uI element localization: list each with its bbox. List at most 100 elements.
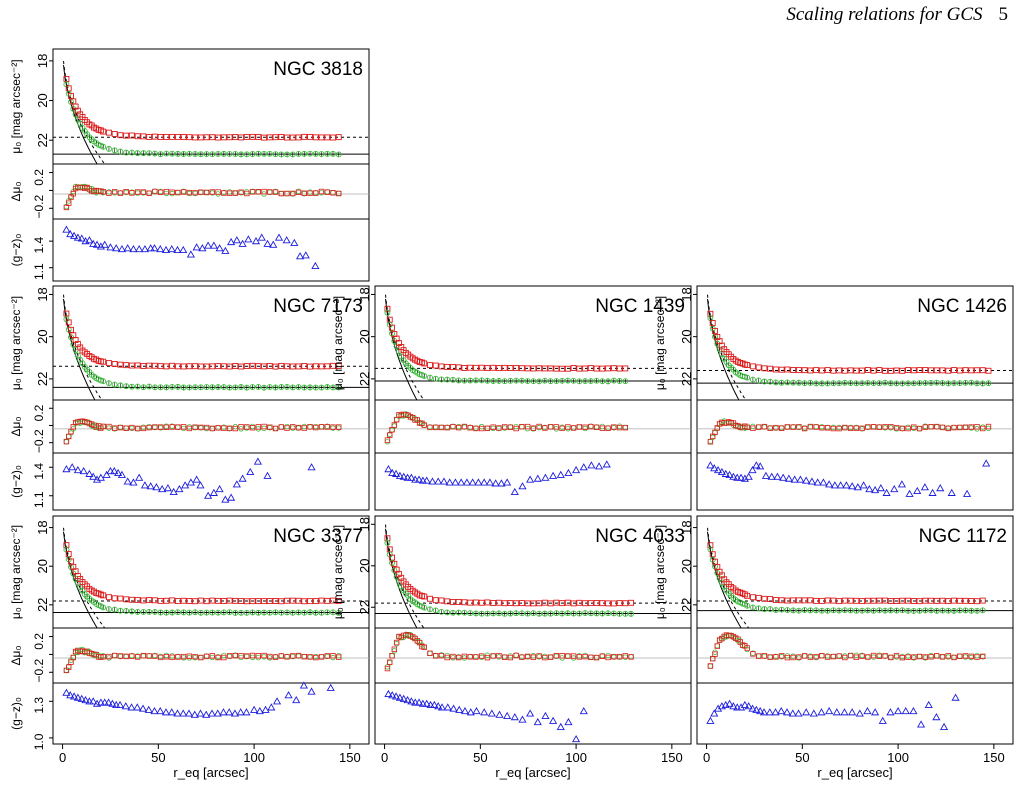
green-data-point <box>882 379 889 386</box>
x-axis-label: r_eq [arcsec] <box>495 765 570 780</box>
dmu-green-point <box>588 654 594 660</box>
green-data-point <box>836 380 843 387</box>
gz-data-point <box>282 236 291 244</box>
green-data-point <box>163 609 170 616</box>
red-data-point <box>427 595 433 602</box>
dmu-red-point <box>801 425 808 432</box>
dmu-red-point <box>767 654 773 660</box>
gz-data-point <box>66 229 75 238</box>
green-data-point <box>962 607 969 614</box>
gz-data-point <box>725 699 734 707</box>
gz-data-point <box>890 484 899 493</box>
green-data-point <box>163 384 170 391</box>
dmu-red-point <box>899 425 906 432</box>
red-data-point <box>893 598 900 604</box>
dmu-red-point <box>490 424 496 430</box>
red-data-point <box>709 320 716 326</box>
green-data-point <box>882 607 889 614</box>
dmu-panel-frame <box>374 627 692 684</box>
dmu-red-point <box>865 654 871 660</box>
dmu-red-point <box>536 653 542 659</box>
green-data-point <box>472 377 479 384</box>
green-data-point <box>570 610 577 617</box>
green-data-point <box>490 610 497 617</box>
red-data-point <box>330 597 336 604</box>
red-data-point <box>933 597 940 604</box>
dmu-red-point <box>467 425 473 431</box>
dmu-red-point <box>215 654 221 661</box>
dmu-red-point <box>888 654 894 661</box>
dmu-green-point <box>249 654 256 660</box>
gz-data-point <box>92 475 102 483</box>
red-data-point <box>784 597 791 604</box>
dmu-red-point <box>221 425 227 431</box>
green-data-point <box>876 607 883 614</box>
red-data-point <box>169 597 176 604</box>
green-data-point <box>847 380 854 386</box>
red-data-point <box>192 363 199 370</box>
red-data-point <box>790 366 797 373</box>
red-data-point <box>813 597 820 604</box>
dmu-red-point <box>330 190 336 196</box>
red-data-point <box>312 363 319 370</box>
dmu-red-point <box>129 653 135 659</box>
green-data-point <box>295 609 302 616</box>
red-data-point <box>301 363 308 370</box>
dmu-red-point <box>313 190 319 196</box>
gz-data-point <box>848 482 857 490</box>
dmu-red-point <box>744 645 750 651</box>
dmu-red-point <box>186 653 193 659</box>
green-data-point <box>501 378 508 385</box>
dmu-red-point <box>438 653 445 659</box>
green-data-point <box>330 150 336 157</box>
dmu-ytick-label: 0.2 <box>32 404 46 421</box>
gz-data-point <box>767 472 776 480</box>
red-data-point <box>330 362 336 369</box>
red-data-point <box>249 598 256 605</box>
dmu-red-point <box>307 190 313 196</box>
dmu-red-point <box>882 424 888 430</box>
gz-data-point <box>225 708 234 716</box>
dmu-red-point <box>836 653 842 659</box>
gz-data-point <box>579 463 588 471</box>
dmu-red-point <box>198 189 204 195</box>
green-data-point <box>945 380 952 387</box>
green-data-point <box>266 609 273 616</box>
green-data-point <box>186 384 193 391</box>
gz-data-point <box>213 709 222 717</box>
gz-data-point <box>221 246 230 254</box>
gz-data-point <box>190 710 199 718</box>
dmu-red-point <box>261 423 267 430</box>
dmu-green-point <box>893 654 900 660</box>
green-data-point <box>243 384 250 391</box>
dmu-green-point <box>163 652 170 659</box>
dmu-red-point <box>790 654 796 661</box>
red-data-point <box>801 597 808 604</box>
dmu-green-point <box>985 425 992 432</box>
mu-ytick-label: 20 <box>35 329 50 343</box>
dmu-red-point <box>318 424 325 430</box>
dmu-green-point <box>519 424 525 430</box>
gz-data-point <box>138 704 148 712</box>
green-data-point <box>151 608 158 615</box>
red-data-point <box>157 134 164 140</box>
dmu-red-point <box>324 424 330 430</box>
dmu-red-point <box>467 654 473 660</box>
gz-data-point <box>836 481 845 489</box>
red-data-point <box>243 598 250 605</box>
green-data-point <box>616 610 623 617</box>
red-data-point <box>767 365 774 372</box>
red-data-point <box>610 365 617 372</box>
green-data-point <box>518 377 525 384</box>
red-data-point <box>295 363 302 370</box>
gz-data-point <box>761 471 771 479</box>
green-data-point <box>887 380 894 387</box>
red-data-point <box>818 597 825 604</box>
dmu-red-point <box>232 190 239 196</box>
dmu-green-point <box>307 654 313 660</box>
gz-ytick-label: 1.3 <box>32 697 46 714</box>
green-data-point <box>887 607 894 614</box>
red-data-point <box>63 310 70 317</box>
red-data-point <box>421 360 428 367</box>
dmu-red-point <box>272 425 279 432</box>
